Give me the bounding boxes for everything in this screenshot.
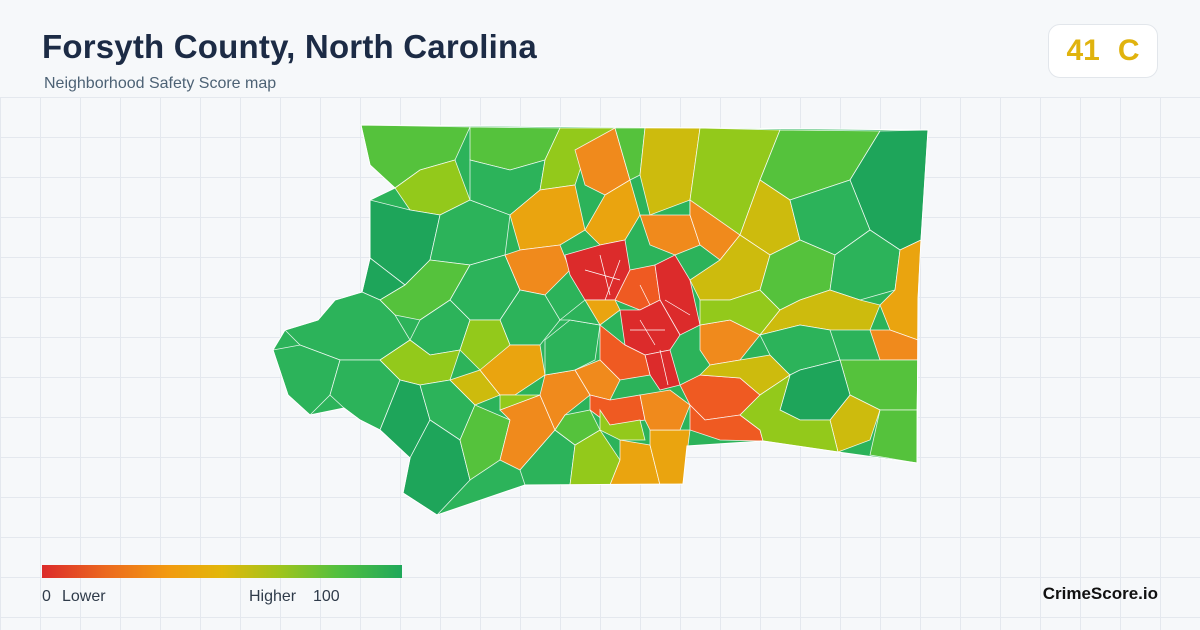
safety-score-badge: 41 C [1048,24,1158,78]
census-tract [689,199,741,261]
legend-color-scale [42,565,402,578]
tract-boundary [604,259,621,301]
legend-min-value: 0 [42,588,51,605]
census-tract [739,374,839,453]
header [0,0,1200,97]
census-tract [639,389,691,431]
score-value: 41 [1066,34,1100,67]
legend-max-label: Higher [249,588,297,605]
score-grade: C [1117,34,1140,67]
legend-min-label: Lower [62,588,106,605]
census-tract [554,409,601,446]
census-tract [499,394,541,411]
page-subtitle: Neighborhood Safety Score map [44,75,277,92]
page-title: Forsyth County, North Carolina [42,28,537,65]
census-tract [584,299,621,326]
tract-boundary [659,349,669,386]
tract-boundary [639,319,656,346]
tract-boundary [664,299,691,316]
tract-boundary [584,269,621,281]
brand-logo-text: CrimeScore.io [1042,584,1158,603]
county-border [272,124,929,516]
tract-boundary [599,254,611,296]
tract-boundary [639,284,651,306]
legend-max-value: 100 [313,588,340,605]
census-tracts [273,125,928,515]
census-tract [574,359,621,401]
